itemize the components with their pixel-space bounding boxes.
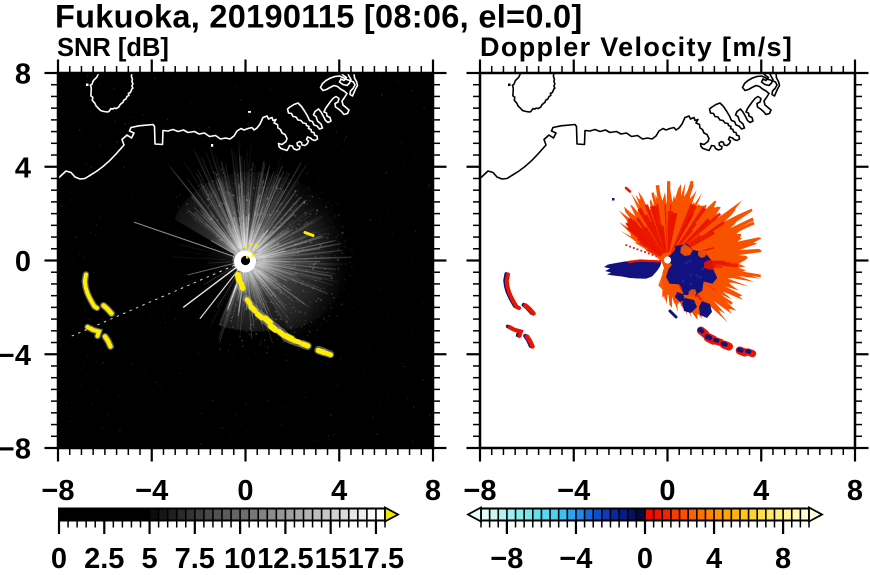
svg-text:0: 0 [237, 475, 253, 507]
svg-text:17.5: 17.5 [348, 543, 404, 570]
svg-text:Fukuoka, 20190115 [08:06, el=0: Fukuoka, 20190115 [08:06, el=0.0] [55, 0, 583, 35]
svg-text:8: 8 [425, 475, 441, 507]
svg-text:10: 10 [224, 543, 256, 570]
svg-text:0: 0 [659, 475, 675, 507]
svg-text:15: 15 [315, 543, 347, 570]
svg-text:−4: −4 [135, 475, 168, 507]
svg-text:0: 0 [637, 543, 653, 570]
svg-text:−8: −8 [490, 543, 523, 570]
svg-text:−8: −8 [41, 475, 74, 507]
svg-text:2.5: 2.5 [84, 543, 124, 570]
svg-text:12.5: 12.5 [257, 543, 313, 570]
svg-text:0: 0 [51, 543, 67, 570]
svg-text:−8: −8 [0, 434, 31, 466]
svg-text:4: 4 [331, 475, 347, 507]
svg-text:−4: −4 [557, 475, 590, 507]
svg-text:4: 4 [753, 475, 769, 507]
svg-text:−8: −8 [463, 475, 496, 507]
svg-text:8: 8 [15, 59, 31, 91]
svg-text:5: 5 [142, 543, 158, 570]
svg-text:−4: −4 [559, 543, 592, 570]
svg-text:SNR [dB]: SNR [dB] [57, 34, 169, 62]
svg-text:Doppler Velocity [m/s]: Doppler Velocity [m/s] [480, 32, 793, 62]
svg-text:−4: −4 [0, 340, 31, 372]
svg-text:4: 4 [15, 152, 31, 184]
svg-text:4: 4 [706, 543, 722, 570]
svg-text:8: 8 [775, 543, 791, 570]
svg-text:7.5: 7.5 [175, 543, 215, 570]
svg-text:8: 8 [847, 475, 863, 507]
svg-text:0: 0 [15, 246, 31, 278]
